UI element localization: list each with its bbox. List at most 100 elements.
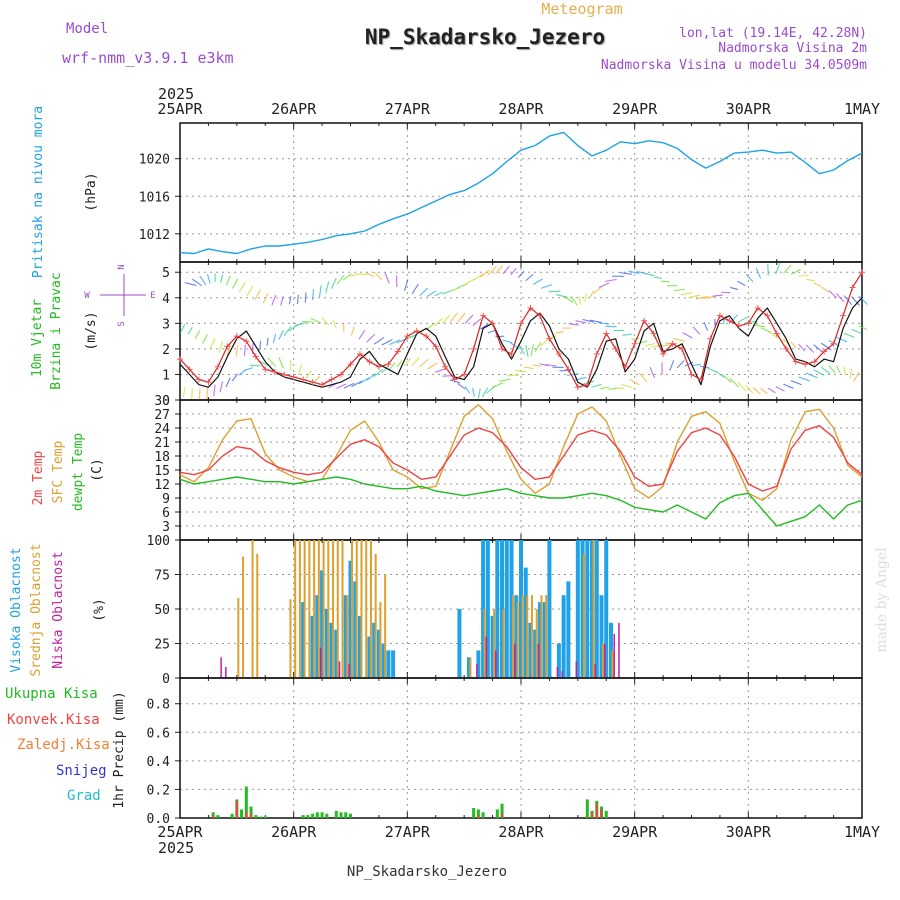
y-tick-label: 0.2 <box>147 783 170 798</box>
wind-gust-marker <box>669 340 676 347</box>
wind-arrow <box>858 325 868 331</box>
wind-arrow <box>737 316 749 323</box>
wind-gust-marker <box>347 361 354 368</box>
wind-arrow <box>835 365 841 374</box>
wind-arrow <box>570 296 578 306</box>
y-tick-label: 25 <box>154 638 170 653</box>
temp-title-dew: dewpt Temp <box>71 433 86 511</box>
wind-arrow <box>238 369 246 376</box>
wind-gust-marker <box>394 348 401 355</box>
wind-arrow <box>836 293 845 303</box>
cloud-bar-high <box>367 636 372 678</box>
wind-arrow <box>487 266 497 276</box>
wind-arrow <box>589 319 602 324</box>
wind-arrow <box>555 331 564 334</box>
cloud-bar-mid <box>256 553 259 678</box>
cloud-bar-high <box>485 540 490 678</box>
cloud-bar-low <box>618 622 620 678</box>
wind-arrow <box>358 377 370 385</box>
wind-arrow <box>235 344 239 357</box>
cloud-bar-high <box>519 540 523 678</box>
cloud-bar-high <box>324 609 329 678</box>
wind-arrow <box>525 344 529 357</box>
wind-arrow <box>688 294 701 299</box>
precip-total-bar <box>344 812 348 818</box>
wind-arrow <box>336 275 345 285</box>
cloud-bar-high <box>599 595 604 678</box>
wind-arrow <box>336 383 347 389</box>
wind-gust-marker <box>214 363 221 370</box>
x-date-label-top: 25APR <box>157 100 203 118</box>
wind-gust-marker <box>432 343 439 350</box>
y-tick-label: 1 <box>162 368 170 383</box>
cloud-ylabel: (%) <box>92 598 107 621</box>
wind-gust-marker <box>536 312 543 319</box>
compass-east: E <box>150 291 155 301</box>
legend-total-rain: Ukupna Kisa <box>5 686 98 702</box>
dewpoint-line <box>179 476 863 527</box>
wind-gust-marker <box>356 351 363 357</box>
cloud-bar-high <box>575 540 580 678</box>
wind-arrow <box>790 380 802 386</box>
wind-arrow <box>318 285 322 298</box>
wind-arrow <box>828 290 837 299</box>
year-top: 2025 <box>158 85 194 103</box>
cloud-bar-high <box>348 560 353 678</box>
station-title: NP_Skadarsko_Jezero <box>365 25 605 49</box>
wind-arrow <box>297 364 303 376</box>
wind-arrow <box>836 336 848 343</box>
cloud-bar-mid <box>592 540 595 678</box>
wind-arrow <box>182 387 186 398</box>
cloud-bar-high <box>343 595 348 678</box>
wind-arrow <box>220 273 224 283</box>
wind-gust-marker <box>849 284 856 291</box>
wind-gust-marker <box>574 384 581 391</box>
y-tick-label: 50 <box>154 603 170 618</box>
wind-arrow <box>790 341 797 349</box>
cloud-title-low: Niska Oblacnost <box>51 551 66 668</box>
wind-arrow <box>332 319 337 329</box>
wind-gust-marker <box>319 381 326 388</box>
wind-gust-marker <box>423 333 430 340</box>
cloud-bar-high <box>594 540 599 678</box>
wind-gust-marker <box>366 358 373 365</box>
wind-arrow <box>404 335 414 341</box>
wind-gust-marker <box>527 305 534 311</box>
model-label: Model <box>66 21 108 37</box>
model-elevation-label: Nadmorska Visina u modelu 34.0509m <box>601 58 867 73</box>
cloud-bar-mid <box>303 540 306 678</box>
cloud-bar-low <box>338 661 341 678</box>
wind-arrow <box>199 275 207 286</box>
wind-arrow <box>767 387 776 394</box>
pressure-panel: 1012 1016 1020 <box>139 122 863 263</box>
y-tick-label: 0 <box>162 394 170 409</box>
y-tick-label: 0.6 <box>147 726 170 741</box>
y-tick-label: 9 <box>162 492 170 507</box>
wind-arrow <box>366 333 376 343</box>
wind-arrow <box>502 265 510 275</box>
wind-arrow <box>495 335 505 338</box>
wind-panel: 0 1 2 3 4 5 <box>162 261 868 409</box>
precip-conv-bar <box>501 813 504 818</box>
pressure-title: Pritisak na nivou mora <box>31 106 46 278</box>
wind-arrow <box>426 362 438 370</box>
x-date-label-bottom: 26APR <box>271 823 317 841</box>
wind-arrow <box>684 361 694 367</box>
wind-arrow <box>479 269 491 278</box>
cloud-bar-low <box>319 647 322 678</box>
precip-conv-bar <box>250 813 253 818</box>
cloud-bar-low <box>537 643 540 678</box>
legend-conv-rain: Konvek.Kisa <box>7 712 100 728</box>
wind-arrow <box>813 369 825 376</box>
wind-arrow <box>775 386 785 392</box>
precip-conv-bar <box>595 803 598 818</box>
cloud-bar-high <box>542 602 547 678</box>
wind-arrow <box>752 324 765 328</box>
precip-total-bar <box>339 812 343 818</box>
x-date-label-top: 26APR <box>271 100 317 118</box>
wind-arrow <box>517 270 525 278</box>
wind-arrow <box>545 364 557 367</box>
cloud-bar-high <box>556 643 561 678</box>
y-tick-label: 3 <box>162 317 170 332</box>
wind-gust-marker <box>309 379 316 386</box>
